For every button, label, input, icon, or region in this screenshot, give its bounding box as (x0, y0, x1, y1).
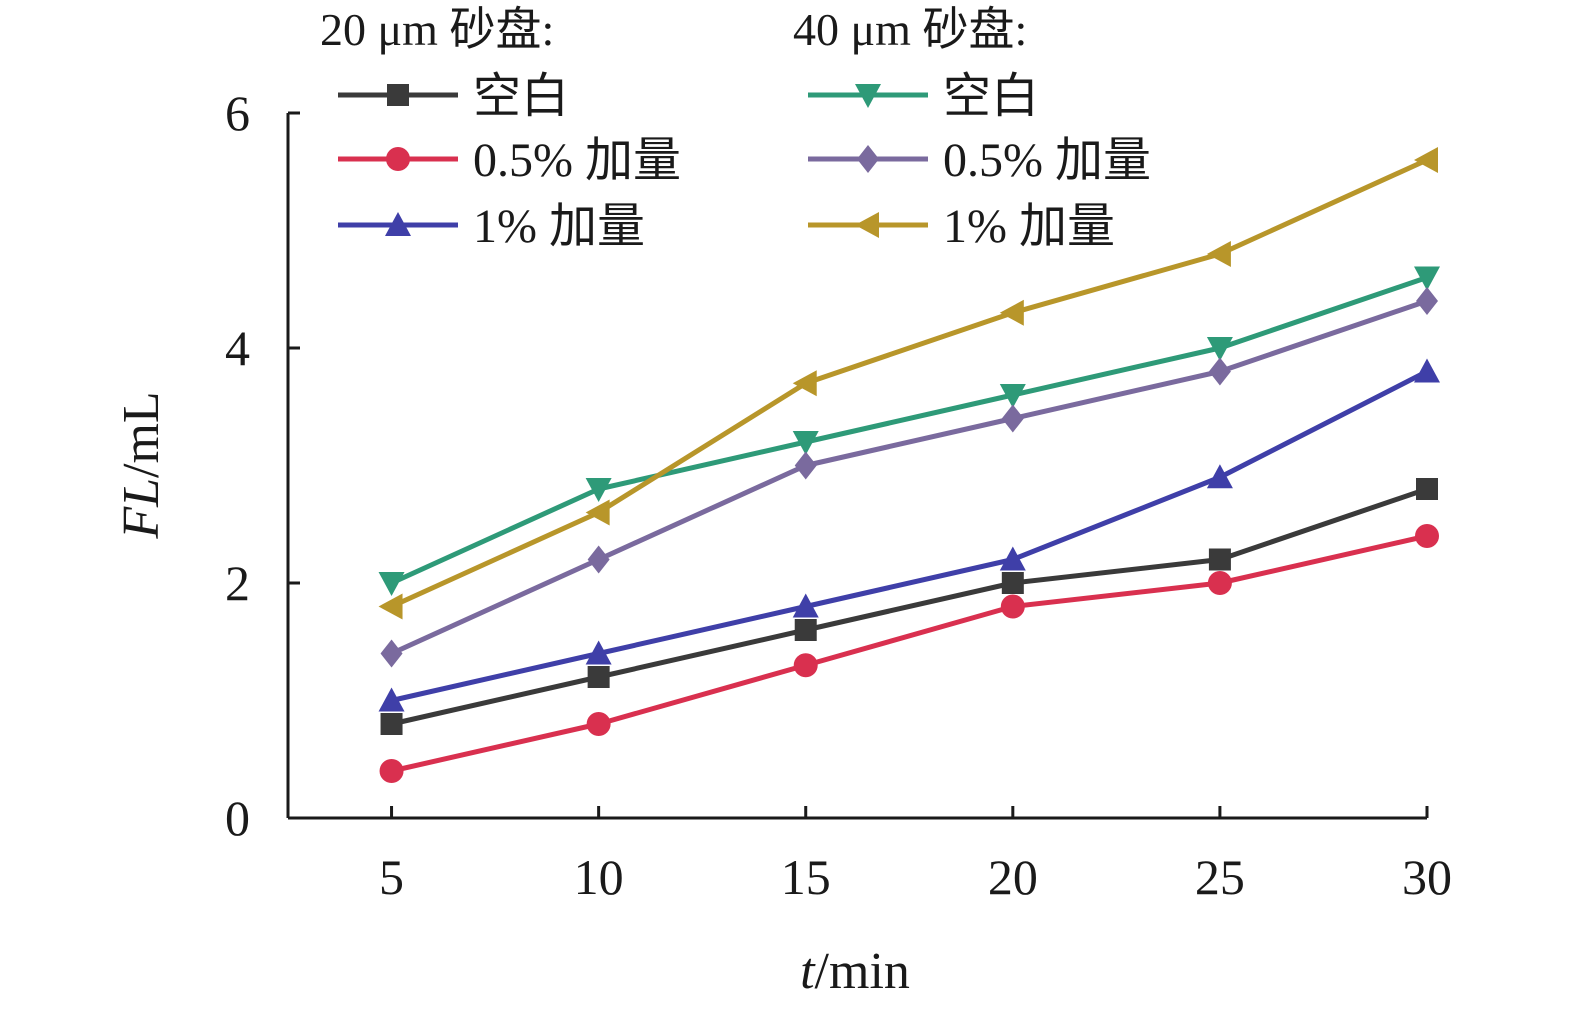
axes: t/min FL/mL 5 10 15 20 25 30 0 2 4 6 (113, 85, 1452, 1000)
series-2-point-20 (999, 546, 1026, 571)
x-axis-title-symbol: t (800, 943, 816, 1000)
series-2-point-10 (585, 640, 612, 665)
y-axis-title-symbol: FL (113, 478, 170, 540)
series-3-line (390, 275, 1428, 586)
y-tick-label-0: 0 (225, 790, 250, 846)
x-tick-label-5: 5 (379, 849, 404, 905)
series-2 (378, 358, 1440, 712)
legend-entry-3-label: 空白 (943, 70, 1039, 123)
legend-entry-5-marker (855, 212, 879, 238)
series-5-point-15 (792, 370, 817, 397)
series-1-point-25 (1207, 571, 1232, 595)
series-2-point-25 (1206, 464, 1233, 489)
series-3-point-10 (585, 478, 612, 502)
y-axis-title-unit: /mL (113, 391, 170, 478)
x-axis-title-unit: /min (815, 943, 910, 1000)
series-4-point-5 (380, 639, 403, 668)
legend-entry-0-marker (387, 84, 409, 106)
legend-entry-0: 空白 (338, 70, 569, 123)
series-3 (378, 266, 1440, 596)
series-4-point-20 (1001, 404, 1024, 433)
series-0 (380, 478, 1438, 735)
series-0-point-30 (1416, 478, 1438, 500)
series-3-point-25 (1206, 337, 1233, 361)
series-1-point-5 (379, 759, 404, 783)
x-tick-label-10: 10 (574, 849, 624, 905)
series-4-point-25 (1208, 357, 1231, 386)
legend-entry-4: 0.5% 加量 (808, 134, 1151, 187)
x-tick-label-15: 15 (781, 849, 831, 905)
x-tick-label-30: 30 (1402, 849, 1452, 905)
legend-entry-4-marker (857, 145, 879, 173)
series-5-point-20 (999, 299, 1024, 326)
series-1-point-30 (1415, 524, 1439, 548)
legend-entry-2-label: 1% 加量 (473, 200, 645, 253)
series-0-point-15 (794, 619, 817, 641)
series-0-line (390, 486, 1428, 727)
series-5-line (390, 157, 1429, 609)
legend-entry-1: 0.5% 加量 (338, 134, 681, 187)
legend-entry-1-marker (386, 147, 410, 171)
y-tick-label-4: 4 (225, 320, 250, 376)
x-axis-title: t/min (800, 943, 910, 1000)
series-4-line (390, 298, 1428, 656)
y-tick-label-2: 2 (225, 555, 250, 611)
series-4-point-30 (1416, 287, 1438, 315)
series-2-point-30 (1414, 358, 1440, 383)
series-5 (378, 147, 1438, 620)
series-1-point-10 (586, 712, 611, 736)
plot-area (378, 147, 1440, 783)
legend-group-title-20um: 20 μm 砂盘: (320, 4, 554, 55)
legend-entry-2: 1% 加量 (338, 200, 645, 253)
series-0-point-20 (1001, 572, 1024, 594)
series-5-point-5 (378, 593, 403, 620)
x-tick-label-25: 25 (1195, 849, 1245, 905)
legend-entry-4-label: 0.5% 加量 (943, 134, 1151, 187)
series-1-point-15 (793, 653, 818, 678)
series-4 (380, 287, 1438, 668)
legend-entry-0-label: 空白 (473, 70, 569, 123)
legend-group-title-40um: 40 μm 砂盘: (793, 4, 1027, 55)
legend-entry-3-marker (855, 84, 881, 108)
legend-entry-5-label: 1% 加量 (943, 200, 1115, 253)
series-5-point-30 (1414, 147, 1438, 173)
series-2-line (390, 369, 1429, 703)
series-2-point-5 (378, 687, 405, 712)
series-3-point-5 (378, 572, 405, 596)
legend-entry-2-marker (385, 212, 411, 236)
series-3-point-20 (999, 384, 1026, 408)
series-5-point-10 (585, 499, 610, 526)
legend: 20 μm 砂盘: 40 μm 砂盘: 空白 0.5% 加量 1% 加量 空白 0.5%… (320, 4, 1151, 253)
legend-entry-5: 1% 加量 (808, 200, 1115, 253)
legend-entry-1-label: 0.5% 加量 (473, 134, 681, 187)
series-0-point-10 (587, 666, 610, 688)
series-1-point-20 (1000, 594, 1025, 619)
series-4-point-15 (794, 451, 817, 480)
legend-entry-3: 空白 (808, 70, 1039, 123)
series-5-point-25 (1206, 241, 1231, 267)
y-axis-title: FL/mL (113, 391, 170, 539)
series-1-line (390, 533, 1428, 774)
series-0-point-25 (1208, 548, 1231, 571)
y-tick-label-6: 6 (225, 85, 250, 141)
x-tick-label-20: 20 (988, 849, 1038, 905)
series-1 (379, 524, 1439, 783)
series-3-point-15 (792, 431, 819, 455)
series-4-point-10 (587, 545, 610, 574)
series-3-point-30 (1414, 266, 1440, 291)
series-2-point-15 (792, 593, 819, 618)
series-0-point-5 (380, 713, 403, 735)
